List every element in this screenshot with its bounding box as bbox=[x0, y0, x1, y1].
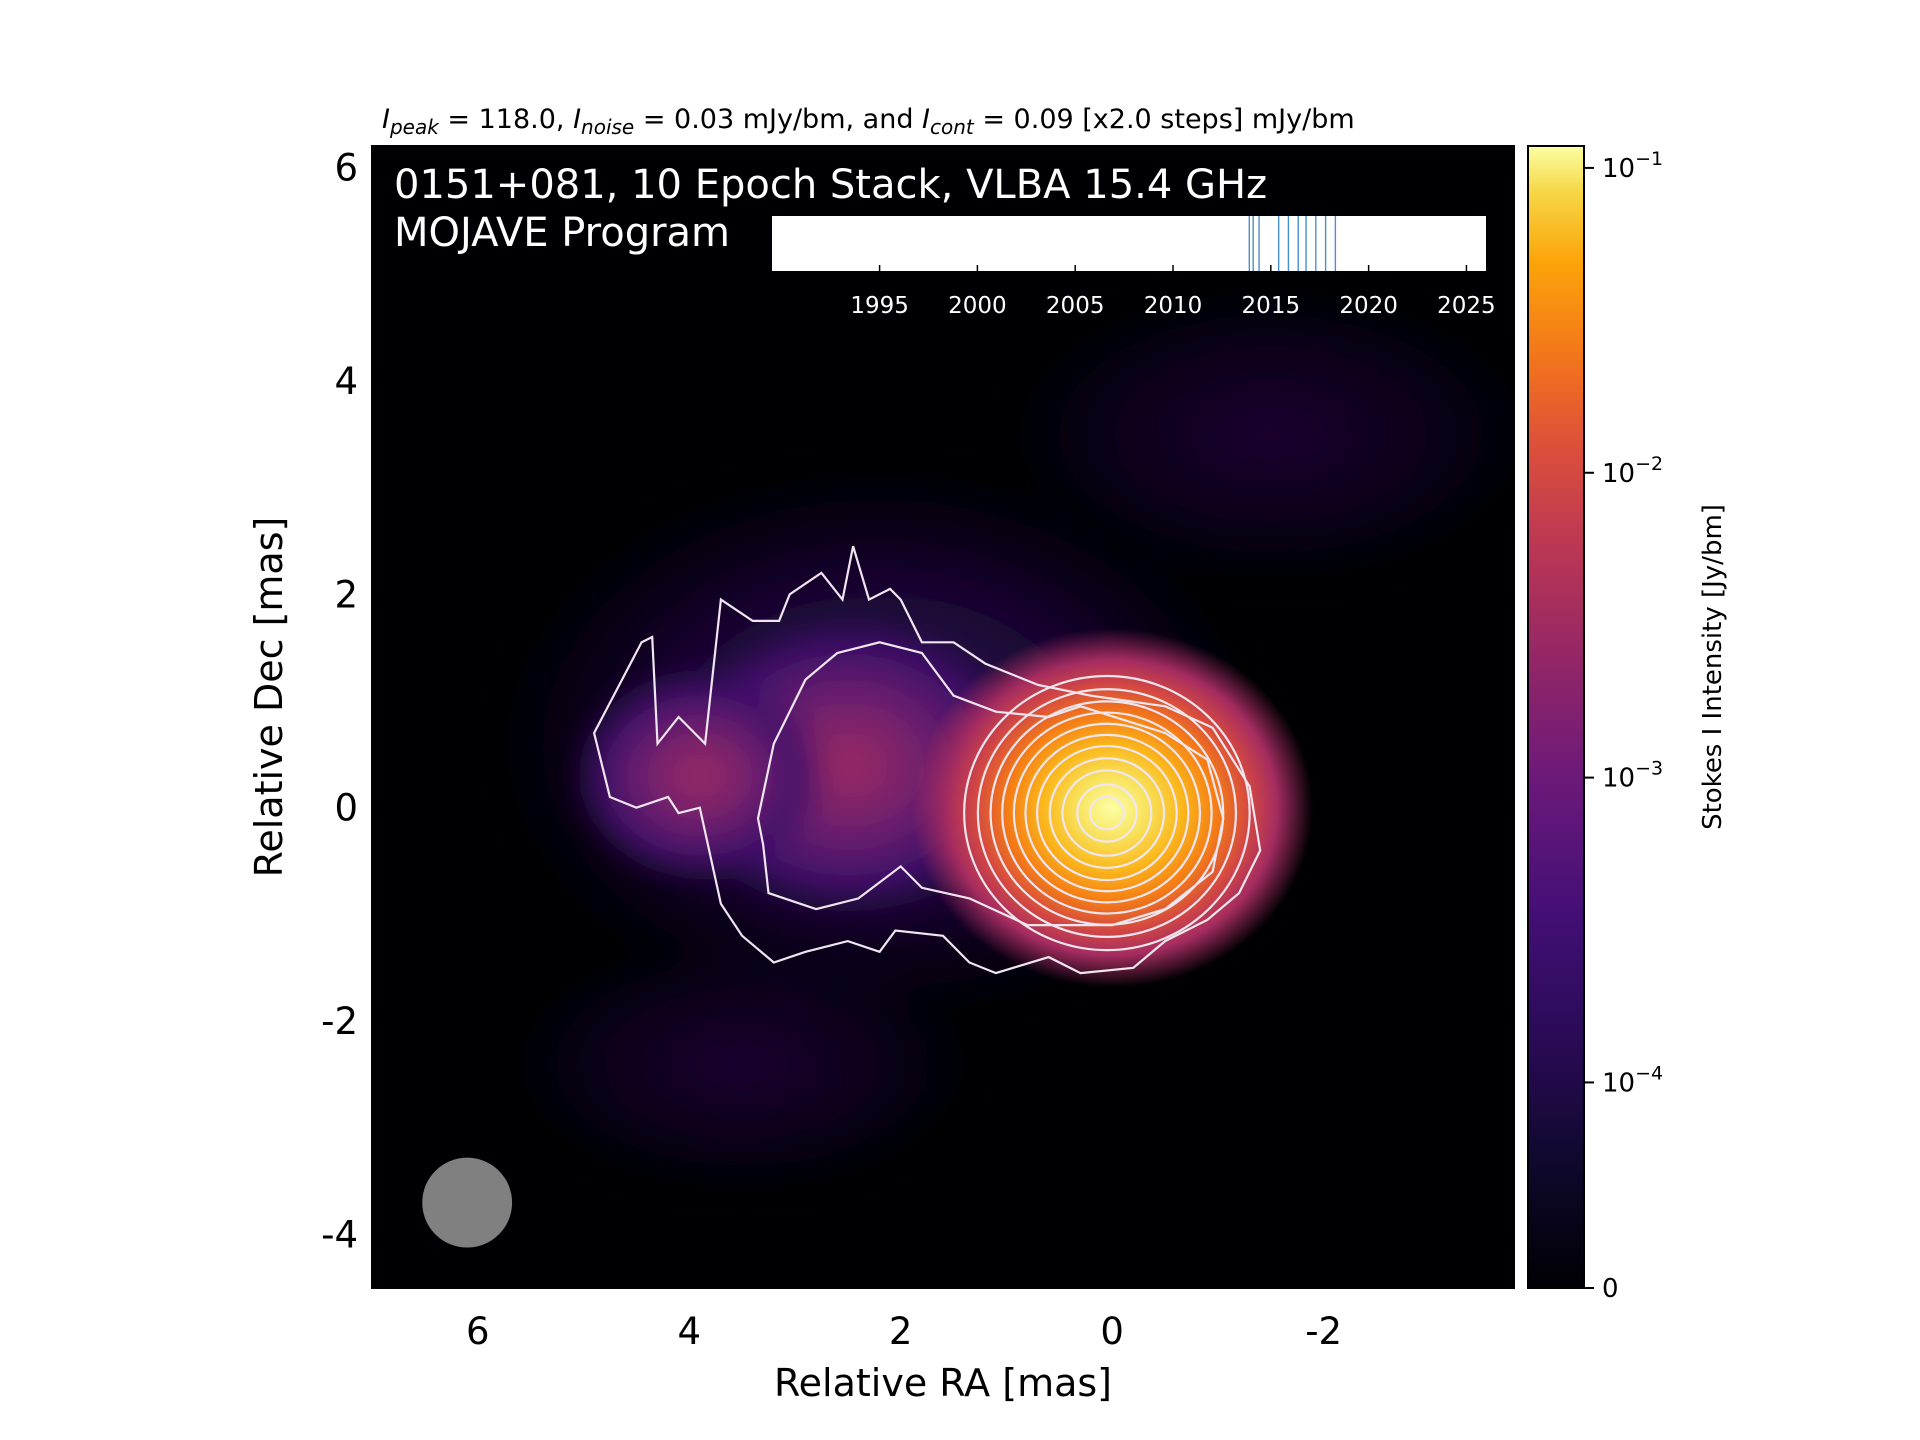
contour-level-1 bbox=[592, 545, 1262, 975]
x-tick-label: -2 bbox=[1305, 1310, 1342, 1353]
y-axis-ticks: 6 4 2 0 -2 -4 bbox=[321, 146, 1514, 1257]
y-tick-label: -2 bbox=[321, 1000, 358, 1043]
core-contour bbox=[1088, 795, 1125, 831]
core-contour bbox=[989, 700, 1225, 926]
emission-halo bbox=[1006, 286, 1514, 583]
core-contour bbox=[1001, 711, 1213, 915]
core-contour bbox=[1036, 744, 1178, 882]
y-tick-label: 4 bbox=[334, 360, 358, 403]
jet-component bbox=[572, 669, 827, 882]
overlay-program-label: MOJAVE Program bbox=[394, 210, 730, 256]
timeline-box bbox=[772, 216, 1486, 271]
chart-title: Ipeak = 118.0, Inoise = 0.03 mJy/bm, and… bbox=[382, 104, 1355, 139]
colorbar-label: Stokes I Intensity [Jy/bm] bbox=[1698, 504, 1728, 830]
core-contour bbox=[1048, 757, 1166, 869]
colorbar-tick-label: 10−2 bbox=[1602, 453, 1663, 489]
colorbar: 0 10−4 10−3 10−2 10−1 Stokes I Intensity [Jy… bbox=[1527, 145, 1728, 1304]
core-contour bbox=[976, 688, 1238, 938]
y-tick-label: 0 bbox=[334, 787, 358, 830]
core-contour bbox=[1061, 769, 1153, 857]
colorbar-ticks: 0 10−4 10−3 10−2 10−1 bbox=[1584, 148, 1663, 1304]
timeline-tick-label: 2005 bbox=[1046, 293, 1105, 319]
x-tick-label: 0 bbox=[1100, 1310, 1124, 1353]
colorbar-tick-label: 0 bbox=[1602, 1274, 1619, 1304]
x-axis-label: Relative RA [mas] bbox=[774, 1361, 1112, 1405]
x-tick-label: 6 bbox=[466, 1310, 490, 1353]
timeline-tick-label: 2000 bbox=[948, 293, 1007, 319]
x-tick-label: 4 bbox=[677, 1310, 701, 1353]
timeline-tick-label: 1995 bbox=[850, 293, 909, 319]
overlay-source-title: 0151+081, 10 Epoch Stack, VLBA 15.4 GHz bbox=[394, 162, 1267, 208]
core-contour bbox=[963, 674, 1251, 952]
x-tick-label: 2 bbox=[889, 1310, 913, 1353]
timeline-tick-label: 2025 bbox=[1437, 293, 1496, 319]
colorbar-tick-label: 10−4 bbox=[1602, 1062, 1663, 1098]
timeline-tick-label: 2010 bbox=[1144, 293, 1203, 319]
y-tick-label: 2 bbox=[334, 573, 358, 616]
plot-area: 6 4 2 0 -2 6 4 2 0 -2 -4 bbox=[321, 145, 1515, 1353]
epoch-timeline: 1995 2000 2005 2010 2015 2020 2025 bbox=[772, 216, 1496, 319]
contour-layer bbox=[592, 545, 1262, 975]
y-tick-label: -4 bbox=[321, 1214, 358, 1257]
plot-frame bbox=[371, 145, 1515, 1289]
core-contour bbox=[1076, 783, 1138, 843]
timeline-tick-label: 2020 bbox=[1339, 293, 1398, 319]
colorbar-tick-label: 10−3 bbox=[1602, 758, 1663, 794]
core-contour bbox=[1012, 722, 1202, 904]
timeline-tick-label: 2015 bbox=[1242, 293, 1301, 319]
x-axis-ticks: 6 4 2 0 -2 bbox=[466, 146, 1342, 1353]
beam-ellipse bbox=[422, 1157, 513, 1248]
core-contour bbox=[1024, 733, 1190, 893]
colorbar-gradient bbox=[1527, 145, 1585, 1289]
y-tick-label: 6 bbox=[334, 146, 358, 189]
colorbar-tick-label: 10−1 bbox=[1602, 148, 1663, 184]
y-axis-label: Relative Dec [mas] bbox=[247, 517, 291, 878]
emission-halo bbox=[509, 936, 975, 1191]
